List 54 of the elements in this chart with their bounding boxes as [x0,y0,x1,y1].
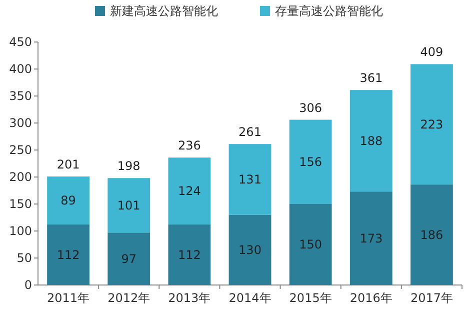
data-label: 89 [60,193,76,208]
bar [289,120,332,204]
total-label: 361 [360,71,383,86]
bar [410,64,453,185]
y-tick-label: 300 [9,116,32,130]
y-tick-label: 200 [9,170,32,184]
y-tick-label: 0 [24,278,32,292]
x-tick-label: 2012年 [108,291,150,305]
data-label: 131 [238,172,262,186]
data-label: 188 [360,134,383,148]
total-label: 198 [117,159,140,174]
total-label: 306 [299,100,322,115]
data-label: 97 [121,252,136,266]
y-tick-label: 400 [9,62,32,76]
y-tick-label: 450 [9,35,32,49]
bar [108,178,150,233]
bar [228,214,272,285]
y-tick-label: 350 [9,89,32,103]
data-label: 124 [178,184,201,198]
bar [228,144,272,215]
bar [168,224,211,285]
data-label: 223 [420,117,444,132]
bar [47,224,90,285]
data-label: 130 [238,242,262,257]
x-tick-label: 2014年 [228,291,272,305]
total-label: 201 [56,157,80,172]
x-tick-label: 2015年 [289,291,332,305]
y-tick-label: 150 [9,197,32,211]
y-tick-label: 250 [9,143,32,157]
x-tick-label: 2011年 [47,291,90,305]
bar [410,184,453,285]
y-tick-label: 100 [9,224,32,238]
y-tick-label: 50 [16,251,32,265]
bar [289,204,332,285]
data-label: 150 [299,238,322,252]
bar [47,176,90,225]
x-tick-label: 2016年 [350,291,392,305]
total-label: 236 [178,138,201,153]
bar [168,158,211,225]
data-label: 101 [117,198,140,212]
total-label: 261 [238,125,262,140]
data-label: 112 [178,248,201,262]
data-label: 173 [360,231,383,246]
total-label: 409 [420,45,444,60]
bar [108,232,150,285]
legend-label: 存量高速公路智能化 [275,4,383,18]
data-label: 156 [299,154,322,169]
legend-label: 新建高速公路智能化 [110,4,218,18]
data-label: 112 [56,248,80,262]
x-tick-label: 2017年 [410,291,453,305]
x-tick-label: 2013年 [168,291,211,305]
bar [350,192,392,285]
data-label: 186 [420,228,444,242]
bar [350,90,392,192]
